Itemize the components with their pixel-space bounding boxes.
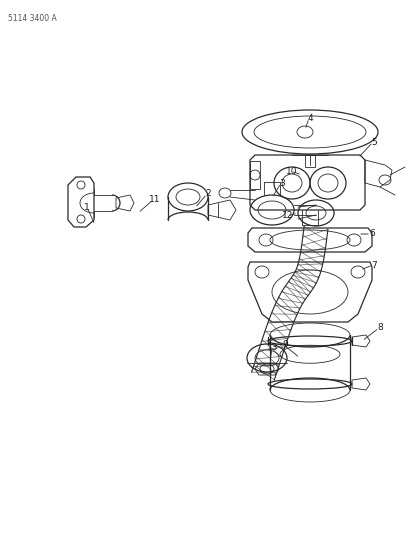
Text: 5: 5 [370, 138, 376, 147]
Text: 3: 3 [279, 179, 284, 188]
Text: 9: 9 [281, 341, 287, 350]
Text: 11: 11 [149, 196, 160, 205]
Text: 4: 4 [306, 114, 312, 123]
Text: 5114 3400 A: 5114 3400 A [8, 13, 56, 22]
Text: 8: 8 [376, 324, 382, 333]
Text: 2: 2 [204, 190, 210, 198]
Text: 7: 7 [370, 261, 376, 270]
Text: 1: 1 [84, 203, 90, 212]
Bar [304, 155, 314, 167]
Text: 6: 6 [368, 230, 374, 238]
Text: 13: 13 [267, 343, 278, 352]
Bar [249, 161, 259, 189]
Text: 10: 10 [285, 166, 297, 175]
Text: 12: 12 [282, 212, 293, 221]
